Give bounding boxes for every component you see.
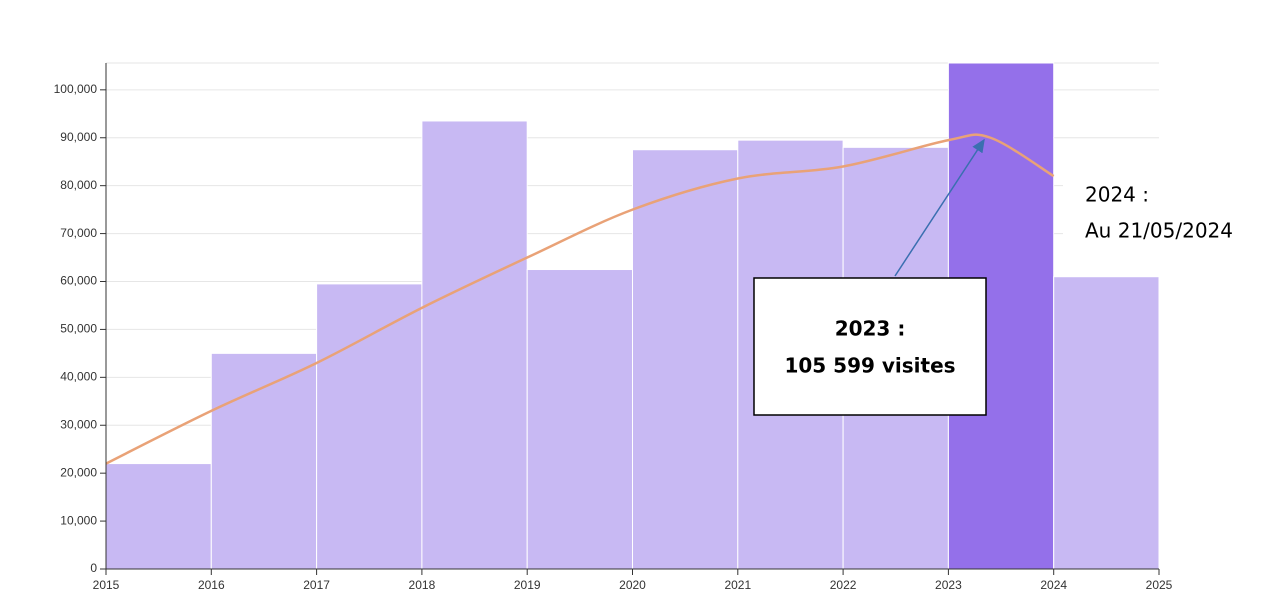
bar	[1053, 276, 1160, 570]
y-tick-label: 30,000	[60, 417, 97, 431]
y-tick-label: 100,000	[54, 82, 98, 96]
y-tick-label: 40,000	[60, 370, 97, 384]
bar	[105, 463, 212, 570]
bar	[316, 283, 423, 570]
annotation-box	[1063, 165, 1218, 277]
plot-area: 0 10,000 20,000 30,000 40,000 50,000 60,000 70,…	[54, 62, 1173, 592]
x-tick-label: 2024	[1040, 578, 1067, 592]
annotation-text: 2024 :	[1085, 183, 1149, 207]
annotation-2023: 2023 : 105 599 visites	[753, 138, 987, 416]
bar	[210, 352, 318, 570]
annotation-text: 105 599 visites	[784, 354, 955, 378]
y-tick-label: 10,000	[60, 513, 97, 527]
bar	[421, 120, 528, 570]
x-tick-label: 2021	[724, 578, 751, 592]
x-tick-label: 2016	[198, 578, 225, 592]
bar	[526, 269, 634, 570]
x-tick-label: 2020	[619, 578, 646, 592]
annotation-box	[753, 277, 987, 416]
x-tick-label: 2017	[303, 578, 330, 592]
y-tick-label: 20,000	[60, 465, 97, 479]
x-tick-label: 2019	[514, 578, 541, 592]
x-tick-label: 2025	[1146, 578, 1173, 592]
bar	[632, 149, 739, 570]
trend-line	[105, 133, 1055, 465]
x-tick-label: 2022	[830, 578, 857, 592]
y-tick-label: 50,000	[60, 322, 97, 336]
y-tick-label: 60,000	[60, 274, 97, 288]
x-tick-label: 2015	[93, 578, 120, 592]
y-tick-label: 90,000	[60, 130, 97, 144]
y-tick-label: 70,000	[60, 226, 97, 240]
y-tick-label: 80,000	[60, 178, 97, 192]
y-tick-label: 0	[90, 561, 97, 575]
annotation-2024: 2024 : Au 21/05/2024	[1063, 165, 1233, 277]
annotation-text: 2023 :	[835, 317, 906, 341]
x-tick-label: 2023	[935, 578, 962, 592]
annotation-text: Au 21/05/2024	[1085, 219, 1233, 243]
x-tick-label: 2018	[409, 578, 436, 592]
annotation-arrow	[894, 138, 985, 277]
